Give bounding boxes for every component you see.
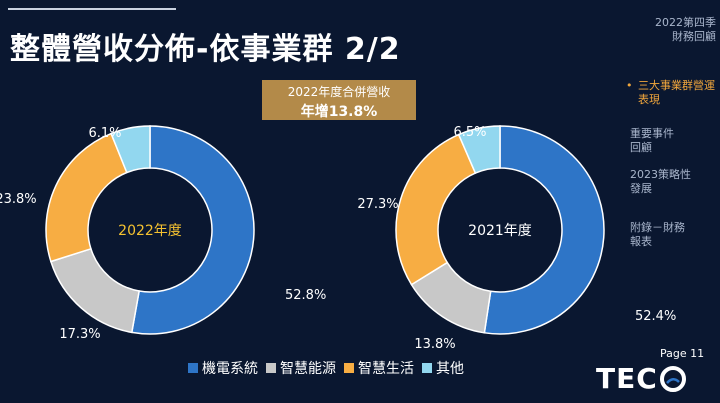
donut-slice-smart-living xyxy=(395,133,477,286)
donut-slice-mechatronics xyxy=(130,125,255,335)
legend-item-mechatronics: 機電系統 xyxy=(188,358,258,378)
sidebar-item-q4-financial-review[interactable]: 2022第四季 財務回顧 xyxy=(632,16,716,44)
slice-label-mechatronics: 52.8% xyxy=(285,288,326,303)
legend-label-other: 其他 xyxy=(436,361,464,377)
legend-item-other: 其他 xyxy=(422,358,464,378)
logo-text: TEC xyxy=(596,362,658,395)
sidebar-item-label: 財務回顧 xyxy=(672,30,716,43)
slice-label-mechatronics: 52.4% xyxy=(635,309,676,324)
sidebar-item-business-groups[interactable]: 三大事業群營運 表現 xyxy=(638,79,718,107)
legend-label-mechatronics: 機電系統 xyxy=(202,361,258,377)
summary-growth: 年增13.8% xyxy=(300,104,378,120)
sidebar-item-strategy[interactable]: 2023策略性 發展 xyxy=(630,168,714,196)
slice-label-smart-living: 23.8% xyxy=(0,192,37,207)
donut-center-label: 2021年度 xyxy=(468,223,532,239)
slice-label-smart-energy: 13.8% xyxy=(414,337,455,352)
slice-label-other: 6.5% xyxy=(453,125,486,140)
sidebar-item-label: 三大事業群營運 xyxy=(638,79,715,92)
summary-box: 2022年度合併營收 年增13.8% xyxy=(262,80,416,120)
donut-slice-other xyxy=(110,125,151,174)
donut-slice-mechatronics xyxy=(483,125,605,335)
sidebar-item-label: 報表 xyxy=(630,235,652,248)
legend-item-smart-energy: 智慧能源 xyxy=(266,358,336,378)
sidebar-item-label: 表現 xyxy=(638,93,660,106)
slice-label-smart-energy: 17.3% xyxy=(59,327,100,342)
sidebar-item-label: 2022第四季 xyxy=(655,16,716,29)
sidebar-item-label: 附錄－財務 xyxy=(630,221,685,234)
donut-slice-smart-living xyxy=(45,132,128,263)
donut-chart-2021: 52.4% 13.8% 27.3% 6.5% 2021年度 xyxy=(357,125,676,352)
teco-logo: TEC xyxy=(596,362,686,395)
donut-center-label: 2022年度 xyxy=(118,223,182,239)
legend-swatch-smart-living xyxy=(344,363,354,373)
sidebar-item-key-events[interactable]: 重要事件 回顧 xyxy=(630,127,710,155)
legend-label-smart-living: 智慧生活 xyxy=(358,361,414,377)
legend-swatch-other xyxy=(422,363,432,373)
donut-slice-other xyxy=(457,125,501,175)
donut-slice-smart-energy xyxy=(49,247,141,334)
sidebar-item-label: 2023策略性 xyxy=(630,168,691,181)
active-bullet-icon: • xyxy=(626,79,633,92)
top-rule xyxy=(8,8,176,10)
sidebar-item-appendix[interactable]: 附錄－財務 報表 xyxy=(630,221,716,249)
page-title: 整體營收分佈-依事業群 2/2 xyxy=(10,32,401,67)
sidebar-item-label: 回顧 xyxy=(630,141,652,154)
legend-label-smart-energy: 智慧能源 xyxy=(280,361,336,377)
logo-swirl-icon xyxy=(659,365,686,392)
page-number: Page 11 xyxy=(660,347,705,360)
donut-chart-2022: 52.8% 17.3% 23.8% 6.1% 2022年度 xyxy=(0,125,326,342)
sidebar-item-label: 發展 xyxy=(630,182,652,195)
slice-label-smart-living: 27.3% xyxy=(357,197,398,212)
summary-title: 2022年度合併營收 xyxy=(287,85,391,99)
slice-label-other: 6.1% xyxy=(88,126,121,141)
legend-swatch-smart-energy xyxy=(266,363,276,373)
legend-swatch-mechatronics xyxy=(188,363,198,373)
sidebar-item-label: 重要事件 xyxy=(630,127,674,140)
chart-legend: 機電系統 智慧能源 智慧生活 其他 xyxy=(188,358,472,378)
legend-item-smart-living: 智慧生活 xyxy=(344,358,414,378)
